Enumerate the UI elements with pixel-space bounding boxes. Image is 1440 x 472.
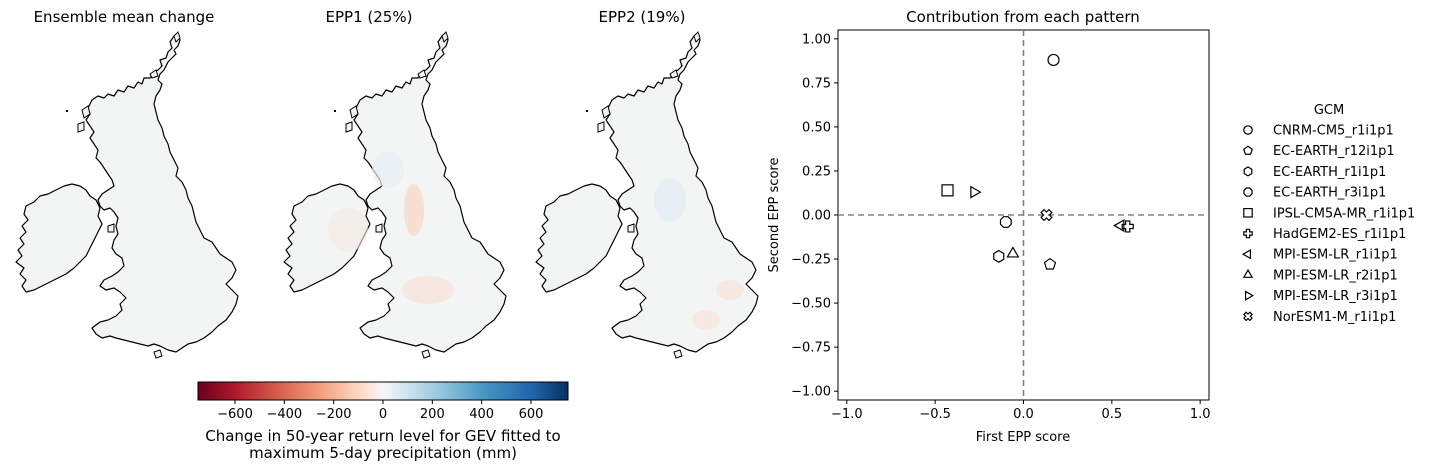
legend-marker: [1243, 166, 1253, 177]
map-title-ensemble-mean: Ensemble mean change: [33, 8, 215, 26]
colorbar-tick-label: −400: [266, 407, 302, 422]
y-tick-label: −1.00: [791, 385, 831, 400]
scatter-point: [1043, 257, 1057, 270]
y-tick-label: 0.75: [802, 76, 831, 91]
x-axis-label: First EPP score: [976, 430, 1070, 445]
legend-entry-label: MPI-ESM-LR_r2i1p1: [1273, 268, 1398, 283]
colorbar-tick-label: 200: [420, 407, 445, 422]
legend-marker: [1243, 187, 1253, 197]
scatter-point: [970, 185, 982, 199]
legend-title: GCM: [1314, 103, 1344, 118]
y-tick-label: 0.50: [802, 120, 831, 135]
y-tick-label: 1.00: [802, 32, 831, 47]
legend-entry-label: EC-EARTH_r3i1p1: [1273, 186, 1386, 201]
map-title-epp1: EPP1 (25%): [325, 8, 413, 26]
colorbar-tick-label: 400: [469, 407, 494, 422]
y-tick-label: 0.00: [802, 209, 831, 224]
y-tick-label: −0.50: [791, 297, 831, 312]
scatter-point: [1113, 219, 1125, 233]
scatter-point: [1006, 246, 1020, 258]
legend-marker: [1243, 208, 1253, 218]
chart-title: Contribution from each pattern: [906, 8, 1140, 26]
colorbar-label-line2: maximum 5-day precipitation (mm): [249, 444, 517, 462]
map-title-epp2: EPP2 (19%): [598, 8, 686, 26]
colorbar-label: Change in 50-year return level for GEV f…: [150, 428, 616, 462]
y-tick-label: −0.75: [791, 341, 831, 356]
plot-area: [837, 29, 1210, 401]
scatter-point: [1047, 53, 1060, 67]
map-ensemble-mean: [15, 31, 239, 359]
legend-marker: [1243, 228, 1253, 239]
scatter-point: [941, 184, 954, 197]
colorbar-tick-label: 0: [379, 407, 387, 422]
colorbar-label-line1: Change in 50-year return level for GEV f…: [205, 427, 561, 445]
x-tick-label: 0.5: [1101, 407, 1122, 422]
scatter-point: [1040, 208, 1053, 222]
colorbar-gradient: [197, 381, 569, 401]
scatter-point: [993, 249, 1005, 263]
legend-entry-label: HadGEM2-ES_r1i1p1: [1273, 227, 1406, 242]
legend-marker: [1243, 125, 1253, 135]
y-tick-label: −0.25: [791, 253, 831, 268]
x-tick-label: −1.0: [831, 407, 863, 422]
legend-marker: [1243, 145, 1253, 155]
colorbar: −600 −400 −200 0 200 400 600: [197, 381, 569, 422]
legend-entry-label: EC-EARTH_r1i1p1: [1273, 165, 1386, 180]
legend-marker: [1242, 268, 1254, 278]
legend-entry-label: MPI-ESM-LR_r1i1p1: [1273, 248, 1398, 263]
map-epp2: [535, 31, 759, 359]
colorbar-tick-label: −600: [217, 407, 253, 422]
legend-entry-label: MPI-ESM-LR_r3i1p1: [1273, 289, 1398, 304]
x-tick-label: −0.5: [919, 407, 951, 422]
legend-marker: [1244, 290, 1255, 301]
maps-svg: [15, 31, 759, 359]
legend-marker: [1243, 311, 1253, 322]
map-epp1: [283, 31, 507, 359]
x-tick-label: 1.0: [1190, 407, 1211, 422]
legend-entry-label: NorESM1-M_r1i1p1: [1273, 310, 1396, 325]
legend-entry-label: CNRM-CM5_r1i1p1: [1273, 124, 1394, 139]
colorbar-tick-label: 600: [519, 407, 544, 422]
legend-entry-label: IPSL-CM5A-MR_r1i1p1: [1273, 206, 1415, 221]
legend-marker: [1241, 248, 1252, 260]
x-tick-label: 0.0: [1013, 407, 1034, 422]
y-tick-label: 0.25: [802, 164, 831, 179]
colorbar-tick-label: −200: [316, 407, 352, 422]
legend-entry-label: EC-EARTH_r12i1p1: [1273, 144, 1395, 159]
scatter-point: [1121, 220, 1134, 233]
scatter-point: [999, 216, 1012, 228]
